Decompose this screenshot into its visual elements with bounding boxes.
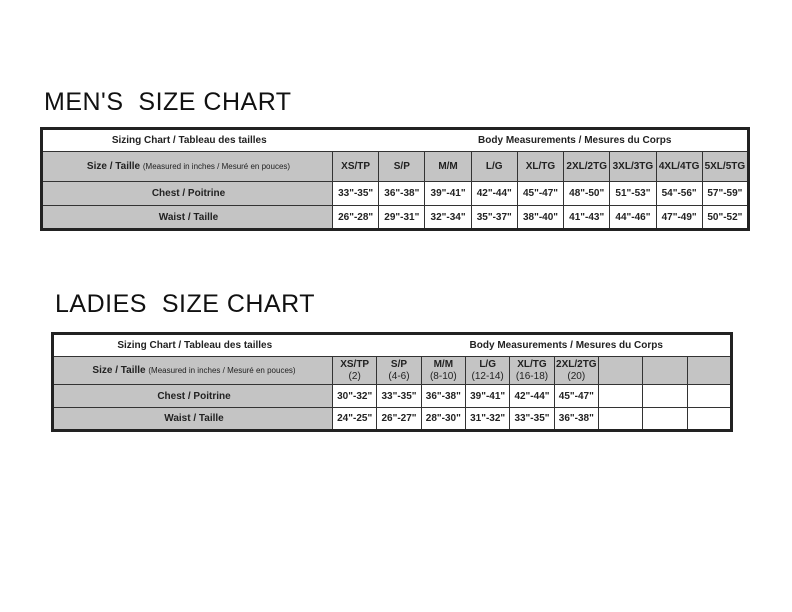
- size-header: 2XL/2TG: [563, 151, 611, 182]
- measurement-cell: 28"-30": [420, 407, 466, 431]
- measurement-cell: 51"-53": [609, 181, 657, 206]
- size-name: 5XL/5TG: [704, 160, 746, 172]
- row-label: Chest / Poitrine: [41, 181, 333, 206]
- measurement-cell: 45"-47": [553, 384, 599, 408]
- measurement-cell: [686, 384, 733, 408]
- size-header: XL/TG (16-18): [509, 356, 555, 385]
- measurement-cell: 47"-49": [655, 205, 703, 230]
- row-label: Waist / Taille: [41, 205, 333, 230]
- size-name: L/G: [479, 358, 496, 370]
- table-subtitle: Body Measurements / Mesures du Corps: [332, 128, 749, 152]
- measurement-cell: 38"-40": [516, 205, 565, 230]
- measurement-cell: [597, 384, 644, 408]
- size-header: S/P: [378, 151, 426, 182]
- size-header: XS/TP (2): [331, 356, 378, 385]
- size-header: L/G: [470, 151, 518, 182]
- size-note: (Measured in inches / Mesuré en pouces): [142, 162, 291, 171]
- measurement-cell: 42"-44": [470, 181, 518, 206]
- size-header: [642, 356, 688, 385]
- mens-size-table: Sizing Chart / Tableau des tailles Body M…: [40, 127, 750, 231]
- measurement-cell: 33"-35": [509, 407, 555, 431]
- size-header: L/G (12-14): [464, 356, 511, 385]
- size-sub: (2): [348, 370, 361, 382]
- table-row: Waist / Taille 24"-25" 26"-27" 28"-30" 31"-3…: [52, 407, 733, 431]
- size-name: M/M: [438, 160, 458, 172]
- size-name: XL/TG: [517, 358, 547, 370]
- size-sub: (12-14): [471, 370, 504, 382]
- measurement-cell: 57"-59": [701, 181, 750, 206]
- size-header: 3XL/3TG: [609, 151, 657, 182]
- measurement-cell: 39"-41": [424, 181, 472, 206]
- ladies-size-table: Sizing Chart / Tableau des tailles Body M…: [51, 332, 733, 432]
- size-header: M/M (8-10): [420, 356, 466, 385]
- measurement-cell: 54"-56": [655, 181, 703, 206]
- measurement-cell: 29"-31": [378, 205, 426, 230]
- measurement-cell: 50"-52": [701, 205, 750, 230]
- size-name: XS/TP: [340, 358, 370, 370]
- measurement-cell: [686, 407, 733, 431]
- row-label: Waist / Taille: [52, 407, 333, 431]
- size-name: S/P: [390, 358, 408, 370]
- measurement-cell: 41"-43": [563, 205, 611, 230]
- measurement-cell: 33"-35": [331, 181, 380, 206]
- size-header: 4XL/4TG: [655, 151, 703, 182]
- size-sub: (4-6): [388, 370, 410, 382]
- size-header: 2XL/2TG (20): [553, 356, 599, 385]
- measurement-cell: 26"-28": [331, 205, 380, 230]
- measurement-cell: 44"-46": [609, 205, 657, 230]
- measurement-cell: 33"-35": [376, 384, 422, 408]
- size-name: S/P: [393, 160, 410, 172]
- measurement-cell: 42"-44": [509, 384, 555, 408]
- size-header: 5XL/5TG: [701, 151, 750, 182]
- size-name: L/G: [485, 160, 503, 172]
- measurement-cell: 24"-25": [331, 407, 378, 431]
- table-row: Chest / Poitrine 33"-35" 36"-38" 39"-41" 42"…: [41, 181, 750, 206]
- size-sub: (8-10): [429, 370, 457, 382]
- size-label-cell: Size / Taille (Measured in inches / Mesu…: [41, 151, 333, 182]
- size-name: XL/TG: [525, 160, 556, 172]
- measurement-cell: 31"-32": [464, 407, 511, 431]
- table-row: Waist / Taille 26"-28" 29"-31" 32"-34" 35"-3…: [41, 205, 750, 230]
- size-label: Size / Taille: [86, 161, 141, 172]
- measurement-cell: [597, 407, 644, 431]
- size-sub: (20): [567, 370, 586, 382]
- measurement-cell: 36"-38": [553, 407, 599, 431]
- size-name: 3XL/3TG: [612, 160, 654, 172]
- size-label: Size / Taille: [92, 365, 146, 376]
- table-row: Chest / Poitrine 30"-32" 33"-35" 36"-38" 39"…: [52, 384, 733, 408]
- measurement-cell: 36"-38": [378, 181, 426, 206]
- measurement-cell: [642, 384, 688, 408]
- measurement-cell: 32"-34": [424, 205, 472, 230]
- size-header: M/M: [424, 151, 472, 182]
- table-title: Sizing Chart / Tableau des tailles: [41, 128, 333, 152]
- measurement-cell: 36"-38": [420, 384, 466, 408]
- measurement-cell: 48"-50": [563, 181, 611, 206]
- size-header: S/P (4-6): [376, 356, 422, 385]
- measurement-cell: 26"-27": [376, 407, 422, 431]
- size-name: M/M: [433, 358, 454, 370]
- size-name: 4XL/4TG: [658, 160, 700, 172]
- row-label: Chest / Poitrine: [52, 384, 333, 408]
- size-label-cell: Size / Taille (Measured in inches / Mesu…: [52, 356, 333, 385]
- table-title: Sizing Chart / Tableau des tailles: [52, 333, 333, 357]
- size-header: XS/TP: [331, 151, 380, 182]
- size-name: 2XL/2TG: [556, 358, 597, 370]
- table-subtitle: Body Measurements / Mesures du Corps: [332, 333, 732, 357]
- size-header: [686, 356, 733, 385]
- size-header: XL/TG: [516, 151, 565, 182]
- size-name: 2XL/2TG: [566, 160, 607, 172]
- size-sub: (16-18): [515, 370, 549, 382]
- mens-heading: MEN'S SIZE CHART: [44, 88, 292, 116]
- size-note: (Measured in inches / Mesuré en pouces): [148, 366, 296, 375]
- ladies-heading: LADIES SIZE CHART: [55, 290, 315, 318]
- measurement-cell: 30"-32": [331, 384, 378, 408]
- measurement-cell: 35"-37": [470, 205, 518, 230]
- measurement-cell: 45"-47": [516, 181, 565, 206]
- size-header: [597, 356, 644, 385]
- measurement-cell: 39"-41": [464, 384, 511, 408]
- measurement-cell: [642, 407, 688, 431]
- size-name: XS/TP: [341, 160, 371, 172]
